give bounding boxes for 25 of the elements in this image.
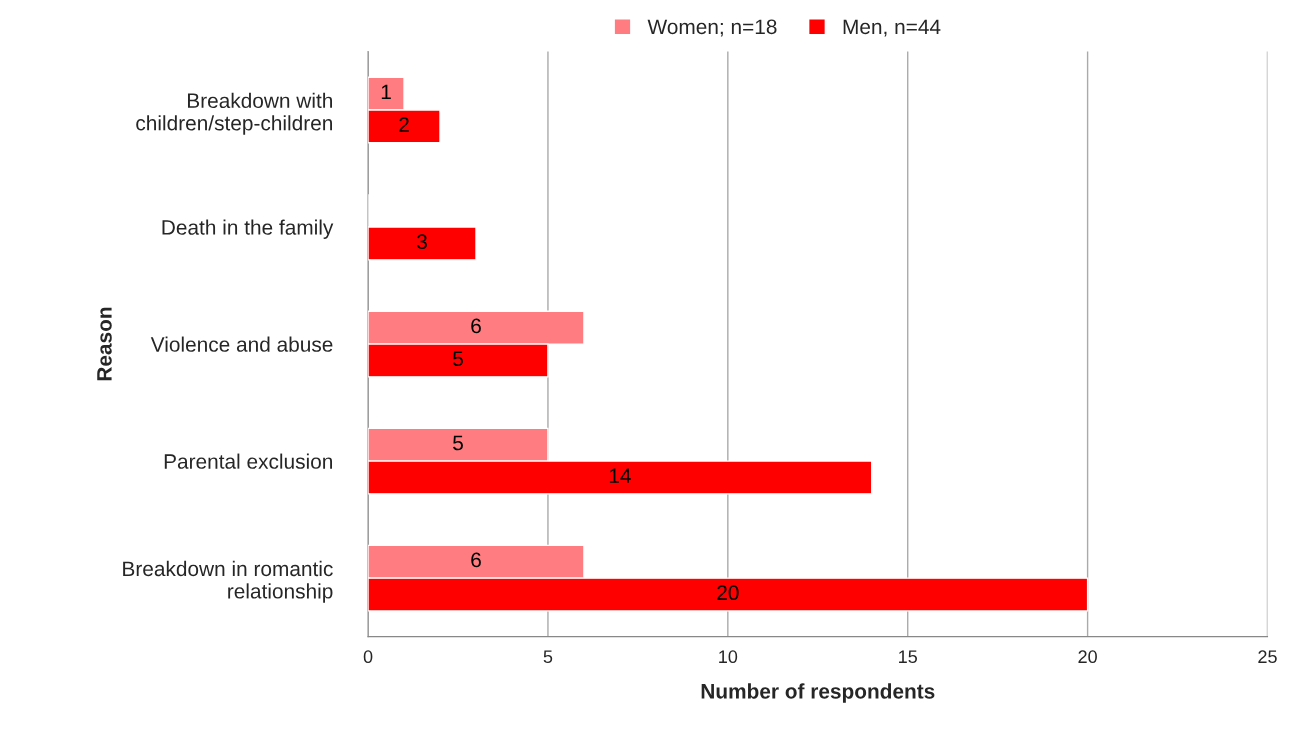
x-axis-title: Number of respondents <box>701 683 935 703</box>
legend-label: Men, n=44 <box>843 19 941 37</box>
data-label: 3 <box>417 234 427 250</box>
data-label: 14 <box>609 468 631 483</box>
data-label: 2 <box>399 117 409 132</box>
y-axis-title: Reason <box>97 307 112 381</box>
x-tick-label: 0 <box>363 650 373 664</box>
x-tick-label: 15 <box>899 650 917 664</box>
bar <box>368 226 477 261</box>
y-tick-label: Violence and abuse <box>150 336 333 352</box>
y-tick-label: Breakdown in romantic relationship <box>123 560 333 603</box>
x-tick-label: 20 <box>1078 650 1097 664</box>
data-label: 5 <box>453 351 463 367</box>
y-tick-label: Parental exclusion <box>164 453 332 469</box>
x-tick-label: 25 <box>1258 650 1277 664</box>
data-label: 6 <box>471 552 481 568</box>
y-tick-label: Death in the family <box>162 219 334 239</box>
legend-label: Women; n=18 <box>647 19 777 37</box>
data-label: 1 <box>381 84 391 100</box>
data-label: 5 <box>453 435 463 451</box>
x-tick-label: 5 <box>543 650 553 664</box>
data-label: 6 <box>471 318 481 334</box>
y-tick-label: Breakdown with children/step-children <box>136 92 332 135</box>
data-label: 20 <box>717 585 739 601</box>
x-tick-label: 10 <box>719 650 738 664</box>
